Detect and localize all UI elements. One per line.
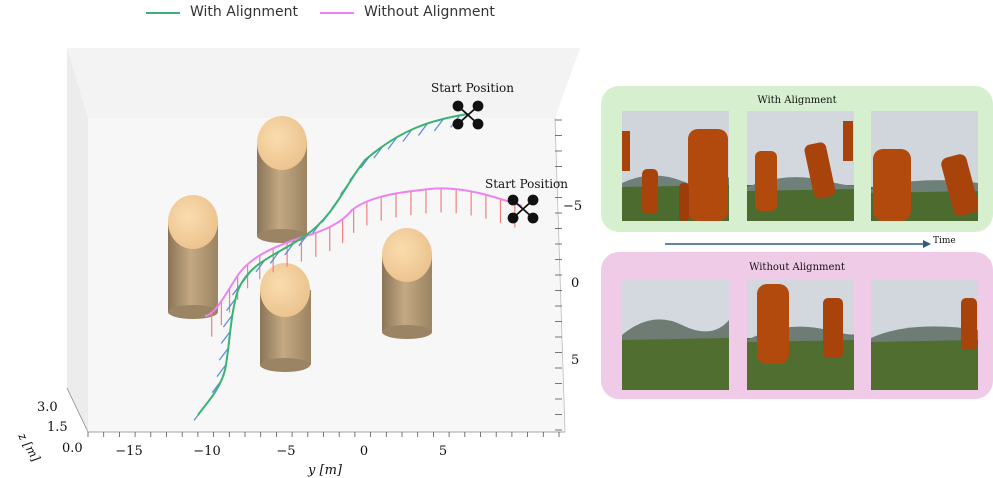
heading-arrow-with-alignment bbox=[220, 331, 231, 344]
z-axis-label: z [m] bbox=[15, 429, 43, 464]
x-tick-label: −10 bbox=[193, 444, 220, 459]
timeline-arrow bbox=[665, 236, 965, 250]
panel-without-alignment: Without Alignment bbox=[601, 252, 993, 399]
right-tick-label: −5 bbox=[563, 199, 582, 214]
z-tick-label: 1.5 bbox=[47, 420, 68, 435]
heading-arrow-with-alignment bbox=[433, 118, 444, 132]
heading-arrow-with-alignment bbox=[417, 123, 428, 136]
x-axis-label: y [m] bbox=[307, 463, 343, 478]
x-tick-label: −5 bbox=[276, 444, 295, 459]
heading-arrow-with-alignment bbox=[222, 314, 233, 328]
heading-arrow-with-alignment bbox=[402, 129, 413, 142]
panel-title-with-alignment: With Alignment bbox=[757, 95, 837, 106]
annotation-start-without: Start Position bbox=[485, 177, 568, 191]
obstacle-cylinder-3 bbox=[260, 263, 311, 372]
heading-arrow-with-alignment bbox=[216, 364, 227, 377]
legend-line-without-alignment bbox=[320, 12, 354, 14]
z-tick-label: 0.0 bbox=[62, 441, 83, 456]
heading-arrow-with-alignment bbox=[226, 298, 237, 311]
camera-frame bbox=[871, 280, 978, 390]
obstacle-cylinder-1 bbox=[257, 116, 307, 243]
legend: With Alignment Without Alignment bbox=[0, 0, 600, 26]
obstacle-cylinder-4 bbox=[382, 228, 432, 339]
right-tick-label: 5 bbox=[571, 353, 579, 368]
main-pane bbox=[88, 118, 565, 432]
x-tick-label: 0 bbox=[360, 444, 368, 459]
x-tick-label: −15 bbox=[115, 444, 142, 459]
legend-line-with-alignment bbox=[146, 12, 180, 14]
camera-frame bbox=[747, 280, 854, 390]
camera-frame bbox=[622, 280, 729, 390]
legend-label-without-alignment: Without Alignment bbox=[364, 4, 495, 20]
right-tick-label: 0 bbox=[571, 276, 579, 291]
trajectory-with-alignment bbox=[197, 113, 469, 416]
drone-start-with bbox=[452, 100, 484, 130]
trajectory-without-alignment bbox=[204, 187, 523, 317]
timeline-label: Time bbox=[933, 236, 956, 246]
back-pane bbox=[67, 48, 580, 118]
heading-arrow-with-alignment bbox=[218, 347, 229, 361]
panel-with-alignment: With Alignment bbox=[601, 86, 993, 232]
x-tick-label: 5 bbox=[439, 444, 447, 459]
z-tick-label: 3.0 bbox=[37, 400, 58, 415]
left-pane bbox=[67, 48, 88, 432]
panel-title-without-alignment: Without Alignment bbox=[749, 262, 845, 273]
annotation-start-with: Start Position bbox=[431, 81, 514, 95]
camera-frame bbox=[622, 111, 729, 221]
trajectory-plot: Start Position Start Position −15 −10 −5… bbox=[15, 48, 582, 478]
camera-frame bbox=[871, 111, 978, 221]
drone-start-without bbox=[507, 194, 539, 224]
camera-frame bbox=[747, 111, 854, 221]
legend-label-with-alignment: With Alignment bbox=[190, 4, 298, 20]
obstacle-cylinder-2 bbox=[168, 195, 218, 319]
